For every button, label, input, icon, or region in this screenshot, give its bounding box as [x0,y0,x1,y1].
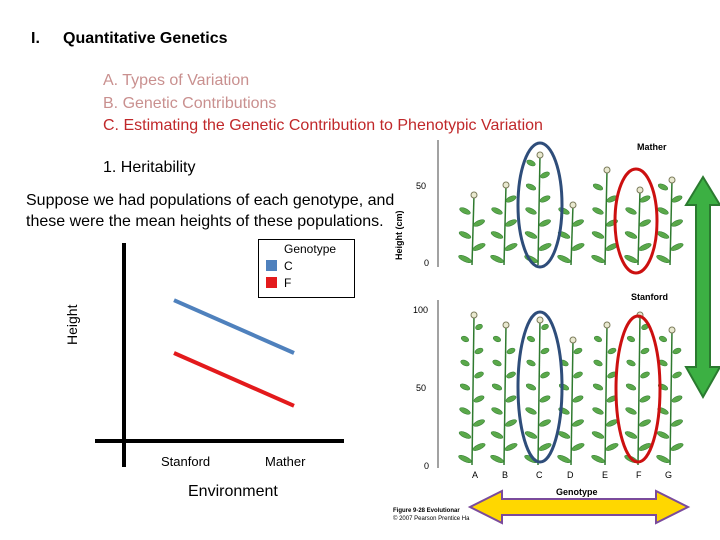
x-tick-label-mather: Mather [265,454,306,469]
plant-bottom-6 [656,326,684,466]
highlight-ellipse-c-top [516,141,564,269]
outline-item-c: C. Estimating the Genetic Contribution t… [103,117,543,134]
plant-bottom-5 [624,311,652,466]
genotype-label-a: A [472,470,478,480]
plant-top-1 [490,181,518,266]
figure-tick-bottom-100: 100 [413,305,428,315]
legend-swatch-c [266,260,277,271]
figure-tick-top-0: 0 [424,258,429,268]
figure-label-mather: Mather [637,142,667,152]
genotype-label-e: E [602,470,608,480]
figure-tick-bottom-0: 0 [424,461,429,471]
plant-bottom-1 [490,321,518,466]
genotype-label-f: F [636,470,642,480]
genotype-label-d: D [567,470,574,480]
plant-illustrations [458,151,684,466]
x-axis-title: Environment [188,483,278,500]
plant-bottom-4 [591,321,619,466]
body-text: Suppose we had populations of each genot… [26,192,395,230]
plant-top-5 [624,186,652,266]
chart-legend: Genotype C F [258,239,355,298]
plant-bottom-2 [524,316,552,466]
highlight-ellipse-f-top [613,167,659,275]
plant-top-4 [591,166,619,266]
vertical-double-arrow [684,175,720,400]
figure-genotype-labels: A B C D E F G [472,470,672,480]
legend-title: Genotype [284,242,337,256]
plant-top-2 [524,151,552,266]
x-tick-label-stanford: Stanford [161,454,211,469]
series-line-c [173,298,295,355]
genotype-label-b: B [502,470,508,480]
outline-item-b: B. Genetic Contributions [103,95,277,112]
slide-heading: Quantitative Genetics [63,30,228,47]
figure-x-label: Genotype [556,487,598,497]
highlight-ellipse-f-bottom [614,314,662,464]
figure-y-label: Height (cm) [394,210,404,260]
genotype-label-c: C [536,470,543,480]
figure-label-stanford: Stanford [631,292,668,302]
plant-top-6 [656,176,684,266]
figure-tick-bottom-50: 50 [416,383,426,393]
figure-tick-top-50: 50 [416,181,426,191]
plant-bottom-3 [557,336,585,466]
plant-top-0 [458,191,486,266]
figure-caption-line-2: © 2007 Pearson Prentice Ha [393,515,470,522]
legend-swatch-f [266,277,277,288]
highlight-ellipse-c-bottom [516,310,564,464]
horizontal-double-arrow [467,489,691,525]
outline-item-a: A. Types of Variation [103,72,250,89]
series-line-f [173,351,295,408]
genotype-label-g: G [665,470,672,480]
plant-top-3 [557,201,585,266]
legend-label-f: F [284,276,292,290]
figure-caption-line-1: Figure 9-28 Evolutionar [393,508,460,514]
outline-numeral: I. [31,30,40,47]
legend-label-c: C [284,259,293,273]
subpoint-heritability: 1. Heritability [103,159,196,176]
textbook-figure: Mather Stanford Height (cm) 50 0 100 50 … [393,140,720,525]
y-axis-title: Height [64,304,80,345]
plant-bottom-0 [458,311,486,466]
